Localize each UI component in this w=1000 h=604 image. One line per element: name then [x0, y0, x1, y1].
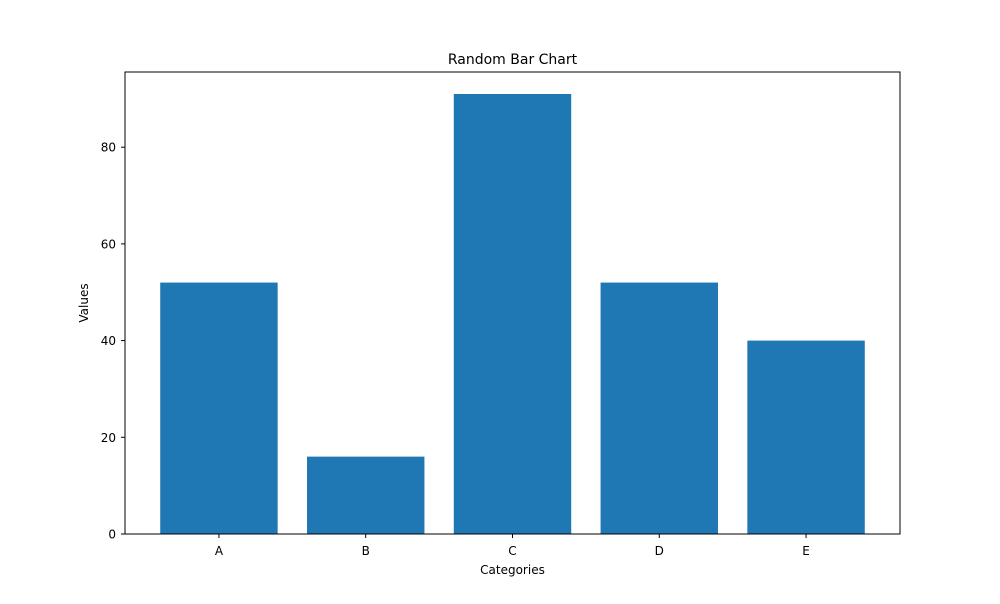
bar-C	[453, 94, 572, 534]
y-tick-label: 40	[101, 334, 116, 348]
x-tick-label: D	[655, 544, 664, 558]
plot-frame	[124, 71, 901, 535]
y-tick-label: 0	[108, 528, 116, 542]
y-axis-label: Values	[77, 283, 91, 322]
x-tick-label: A	[215, 544, 224, 558]
x-tick-label: B	[362, 544, 370, 558]
x-axis-label: Categories	[480, 563, 545, 577]
bar-B	[307, 456, 425, 534]
bars-layer	[160, 94, 865, 534]
bar-E	[747, 340, 865, 534]
bar-A	[160, 282, 278, 534]
x-tick-label: E	[802, 544, 810, 558]
y-tick-label: 60	[101, 237, 116, 251]
x-tick-label: C	[508, 544, 516, 558]
bar-D	[600, 282, 718, 534]
y-tick-label: 20	[101, 431, 116, 445]
y-axis-ticks: 0 20 40 60 80	[101, 141, 125, 542]
chart-title: Random Bar Chart	[448, 52, 578, 68]
x-axis-ticks: A B C D E	[215, 534, 810, 558]
y-tick-label: 80	[101, 141, 116, 155]
